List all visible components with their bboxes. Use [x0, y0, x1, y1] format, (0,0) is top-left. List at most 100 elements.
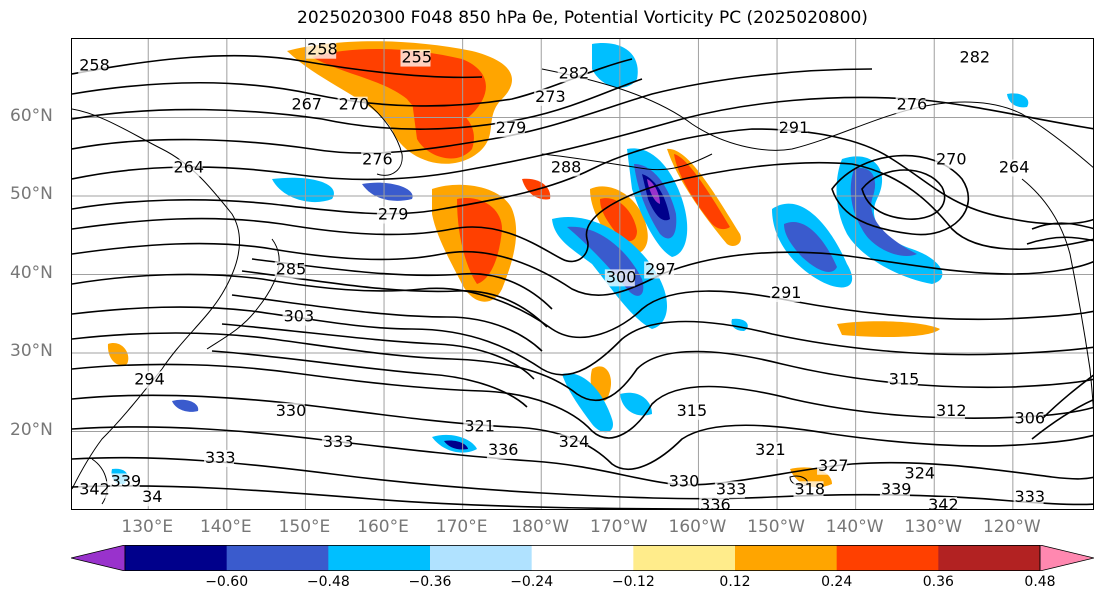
- theta-e-contour: [72, 332, 1093, 402]
- contour-label: 282: [960, 48, 991, 67]
- contour-label-bg: [172, 159, 203, 177]
- contour-label-bg: [306, 41, 337, 59]
- contour-label: 321: [464, 417, 495, 436]
- theta-e-contour: [72, 128, 1093, 225]
- contour-label-bg: [958, 49, 989, 67]
- colorbar-segment: [125, 545, 228, 571]
- lat-label: 60°N: [10, 105, 53, 126]
- contour-label: 270: [936, 150, 967, 169]
- lat-label: 20°N: [10, 419, 53, 440]
- contour-label: 276: [362, 150, 393, 169]
- lon-label: 170°E: [435, 517, 488, 537]
- contour-label: 273: [535, 87, 566, 106]
- contour-label-bg: [927, 497, 958, 509]
- contour-label: 342: [928, 495, 959, 510]
- contour-label: 321: [755, 440, 786, 459]
- lon-label: 180°W: [511, 517, 570, 537]
- colorbar-frame: [124, 545, 1041, 571]
- contour-label: 264: [999, 157, 1030, 176]
- colorbar-tick: −0.60: [205, 574, 249, 590]
- theta-e-contour: [72, 68, 873, 154]
- contour-label: 315: [677, 401, 708, 420]
- theta-e-contour: [72, 161, 1093, 263]
- contour-label-bg: [699, 497, 730, 509]
- contour-label: 312: [936, 401, 967, 420]
- colorbar-tick: −0.36: [408, 574, 452, 590]
- lon-label: 160°W: [668, 517, 727, 537]
- theta-e-contour: [231, 294, 543, 352]
- contour-label: 34: [142, 487, 162, 506]
- colorbar-segment: [226, 545, 329, 571]
- contour-label: 303: [284, 307, 315, 326]
- contour-label-bg: [463, 418, 494, 436]
- colorbar-segment: [328, 545, 431, 571]
- colorbar-tick: 0.36: [922, 574, 954, 590]
- contour-label-bg: [78, 57, 109, 75]
- theta-e-contour: [1026, 236, 1093, 245]
- pv-colorbar: [71, 545, 1094, 571]
- contour-label-bg: [903, 465, 934, 483]
- coastline-aleutians: [541, 153, 713, 171]
- colorbar-tick: −0.12: [611, 574, 655, 590]
- contour-label-bg: [141, 489, 162, 507]
- contour-label: 291: [771, 283, 802, 302]
- theta-e-contour: [72, 58, 633, 107]
- contour-label: 333: [205, 448, 236, 467]
- coastline-na-west: [1021, 178, 1093, 411]
- contour-label-bg: [1013, 489, 1044, 507]
- contour-label-bg: [274, 261, 305, 279]
- pv-positive-region: [600, 198, 637, 242]
- lat-label: 40°N: [10, 262, 53, 283]
- coastlines: [72, 68, 1093, 505]
- coastline-philippines: [91, 458, 108, 505]
- map-panel: 258 258 255 267 270 273 279 282 282 282 276 270 264 2…: [71, 38, 1094, 510]
- contour-label: 306: [1015, 409, 1046, 428]
- contour-label-bg: [361, 151, 392, 169]
- lon-label: 170°W: [589, 517, 648, 537]
- colorbar-underflow: [71, 545, 126, 571]
- colorbar-tick: 0.24: [821, 574, 853, 590]
- contour-label: 258: [79, 55, 110, 74]
- contour-label-bg: [337, 96, 368, 114]
- contour-label: 282: [818, 39, 849, 43]
- coastline-japan: [206, 238, 280, 350]
- contour-label-bg: [879, 481, 910, 499]
- theta-e-contour: [251, 258, 553, 310]
- pv-negative-region: [172, 399, 199, 412]
- theta-e-contour: [861, 169, 946, 220]
- lon-label: 130°W: [904, 517, 963, 537]
- contour-label: 264: [174, 157, 205, 176]
- contour-label-bg: [494, 120, 525, 138]
- contour-label-bg: [557, 65, 588, 83]
- theta-e-contour: [72, 426, 1093, 486]
- contour-label: 324: [905, 464, 936, 483]
- contour-label-bg: [934, 151, 965, 169]
- colorbar-segment: [735, 545, 838, 571]
- contour-label-bg: [109, 473, 140, 491]
- pv-negative-region: [1007, 93, 1029, 108]
- contour-label-bg: [1013, 410, 1044, 428]
- contour-label-bg: [534, 88, 565, 106]
- contour-label: 327: [818, 456, 849, 475]
- coastline-kamchatka: [361, 98, 403, 176]
- contour-label-bg: [644, 261, 675, 279]
- theta-e-contour: [1031, 222, 1093, 230]
- coastline-asia: [72, 108, 240, 490]
- theta-e-contour: [72, 54, 483, 79]
- contour-label: 270: [339, 95, 370, 114]
- colorbar-tick: −0.24: [510, 574, 554, 590]
- contour-label-bg: [282, 308, 313, 326]
- theta-e-contour: [72, 485, 713, 509]
- contour-label-bg: [714, 481, 745, 499]
- pv-negative-region: [272, 177, 334, 203]
- theta-e-contour: [72, 394, 1093, 470]
- pv-negative-region: [731, 318, 748, 331]
- contour-label: 333: [323, 432, 354, 451]
- theta-e-contour: [72, 456, 1093, 506]
- map-plot: 258 258 255 267 270 273 279 282 282 282 276 270 264 2…: [72, 39, 1093, 510]
- contour-label-bg: [274, 402, 305, 420]
- contour-label-bg: [817, 39, 848, 43]
- colorbar-segment: [938, 545, 1041, 571]
- pv-negative-region: [784, 222, 837, 272]
- pv-positive-region: [837, 321, 940, 337]
